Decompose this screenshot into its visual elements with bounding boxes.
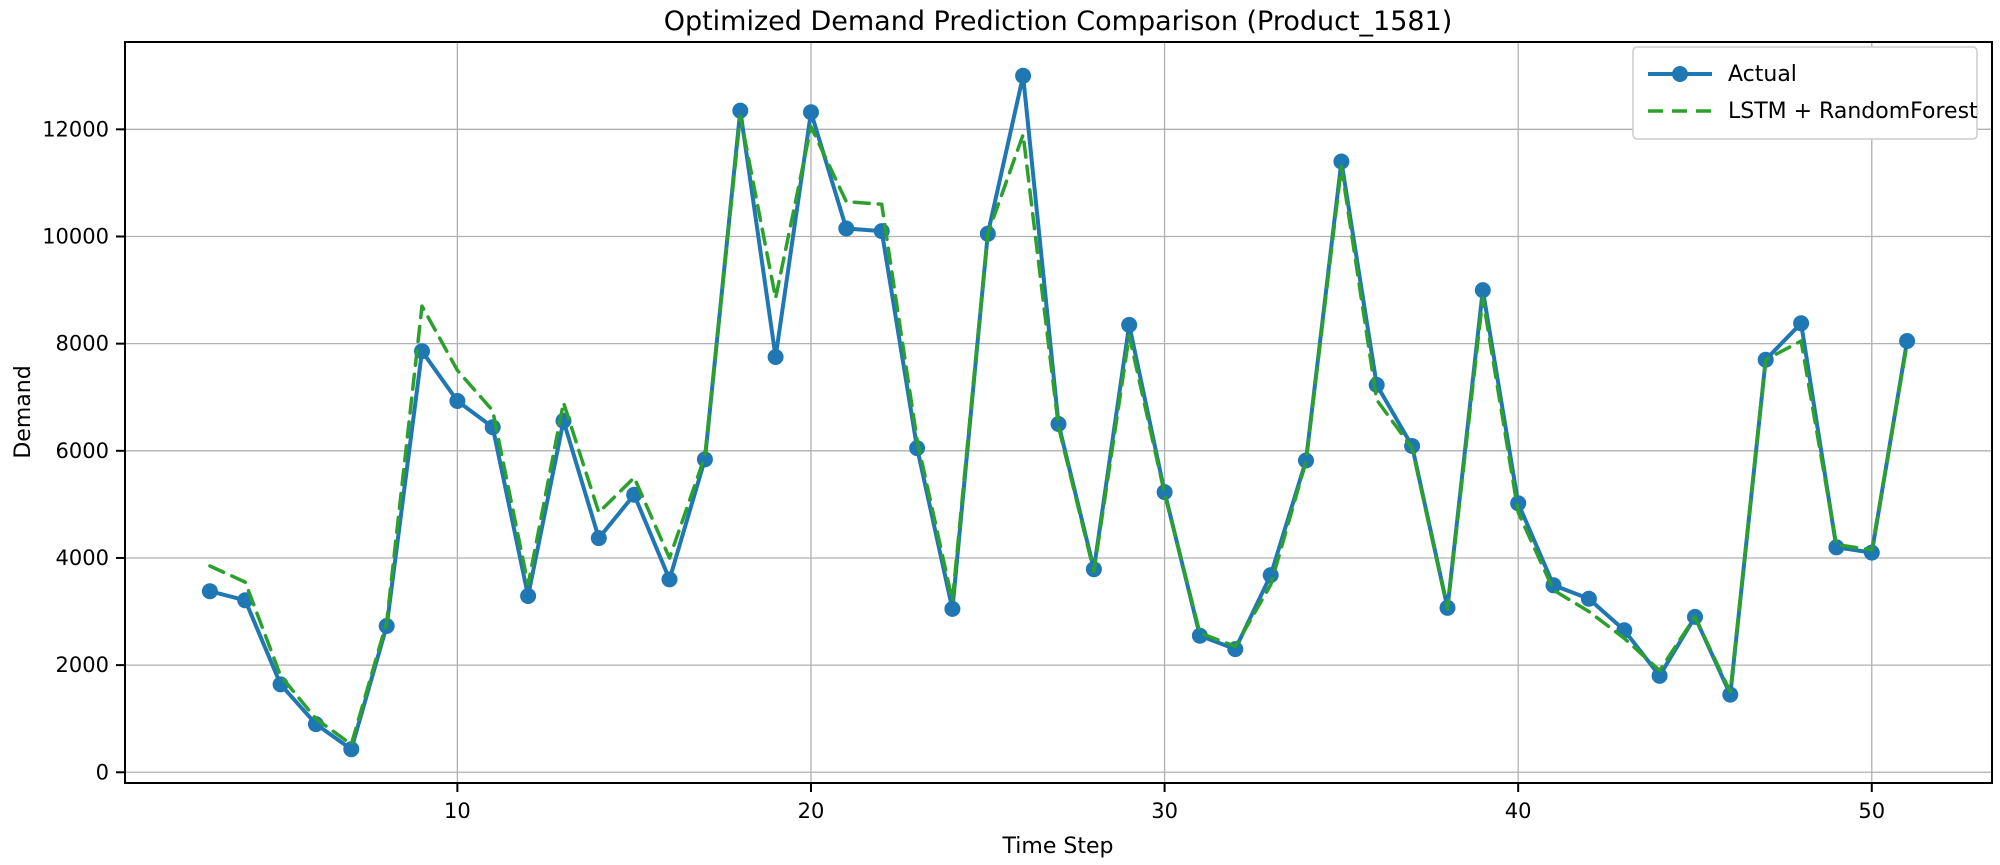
data-point-marker <box>1015 67 1032 84</box>
data-point-marker <box>1899 333 1916 349</box>
data-point-marker <box>803 104 819 121</box>
data-series <box>201 67 1916 758</box>
legend-actual-marker-icon <box>1672 66 1688 82</box>
x-tick-label: 50 <box>1858 799 1885 823</box>
legend: Actual LSTM + RandomForest <box>1632 46 1978 140</box>
legend-actual-label: Actual <box>1728 62 1797 87</box>
data-point-marker <box>838 220 855 237</box>
y-tick-label: 10000 <box>42 224 109 248</box>
data-point-marker <box>1298 452 1314 469</box>
legend-box <box>1632 46 1978 140</box>
data-point-marker <box>1722 686 1739 703</box>
y-axis-label: Demand <box>11 365 36 458</box>
y-tick-label: 6000 <box>56 439 109 463</box>
data-point-marker <box>732 102 749 119</box>
y-tick-label: 4000 <box>56 546 109 570</box>
y-tick-label: 0 <box>96 760 109 784</box>
data-point-marker <box>484 419 501 436</box>
legend-prediction-label: LSTM + RandomForest <box>1728 99 1978 124</box>
data-point-marker <box>1510 495 1527 512</box>
data-point-marker <box>449 393 466 409</box>
data-point-marker <box>1333 153 1350 170</box>
data-point-marker <box>1580 590 1597 607</box>
x-tick-label: 10 <box>444 799 471 823</box>
series-line <box>208 114 1909 747</box>
data-point-marker <box>1828 539 1845 556</box>
data-point-marker <box>343 741 360 758</box>
data-point-marker <box>661 571 678 588</box>
data-point-marker <box>944 600 961 617</box>
x-axis-label: Time Step <box>1002 834 1114 859</box>
gridlines <box>125 42 1992 783</box>
chart-title: Optimized Demand Prediction Comparison (… <box>664 6 1453 37</box>
data-point-marker <box>520 588 537 604</box>
axis-ticks <box>116 128 1873 792</box>
data-point-marker <box>1651 667 1668 684</box>
axes-spines <box>124 41 1993 784</box>
data-point-marker <box>1050 416 1067 432</box>
series-prediction <box>208 114 1909 747</box>
y-tick-label: 8000 <box>56 332 109 356</box>
axis-tick-labels: 10 20 30 40 50 0 2000 4000 6000 8000 10000 12000 <box>42 117 1885 823</box>
data-point-marker <box>590 530 607 547</box>
data-point-marker <box>1793 315 1810 332</box>
data-point-marker <box>767 349 784 365</box>
y-tick-label: 12000 <box>42 117 109 141</box>
x-tick-label: 20 <box>798 799 825 823</box>
plot-frame <box>124 41 1993 784</box>
x-tick-label: 40 <box>1505 799 1532 823</box>
data-point-marker <box>1121 316 1138 333</box>
data-point-marker <box>1191 627 1208 644</box>
series-actual <box>201 67 1916 758</box>
data-point-marker <box>1474 282 1491 299</box>
y-tick-label: 2000 <box>56 653 109 677</box>
data-point-marker <box>1156 484 1173 501</box>
data-point-marker <box>201 583 218 600</box>
x-tick-label: 30 <box>1151 799 1178 823</box>
